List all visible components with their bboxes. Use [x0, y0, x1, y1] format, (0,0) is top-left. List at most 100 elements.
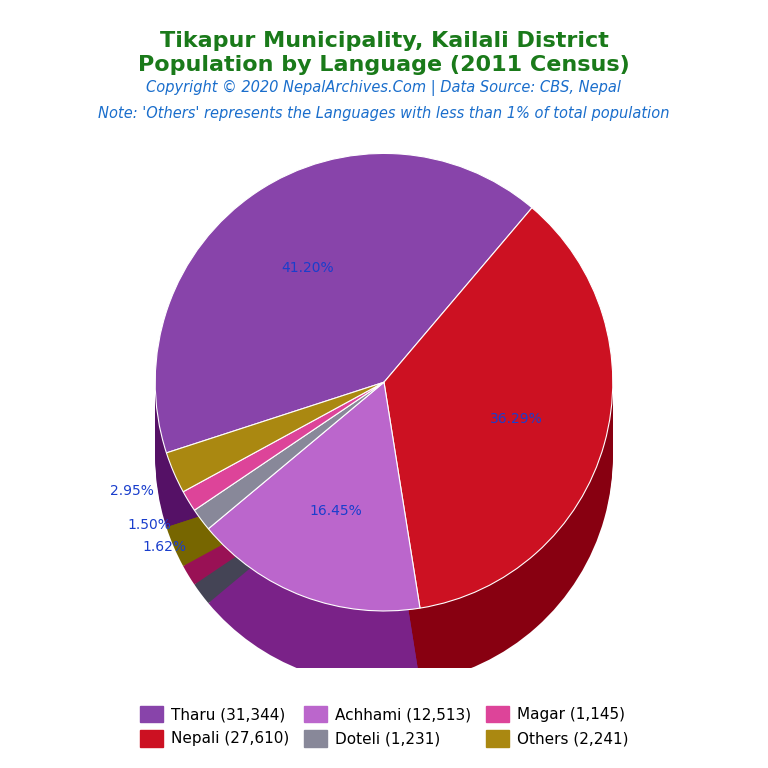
Wedge shape: [183, 394, 384, 522]
Wedge shape: [183, 442, 384, 570]
Wedge shape: [167, 409, 384, 518]
Wedge shape: [155, 216, 532, 515]
Wedge shape: [183, 400, 384, 528]
Wedge shape: [155, 189, 532, 488]
Wedge shape: [167, 397, 384, 507]
Wedge shape: [155, 198, 532, 498]
Wedge shape: [155, 222, 532, 521]
Wedge shape: [194, 430, 384, 576]
Wedge shape: [194, 415, 384, 561]
Wedge shape: [384, 267, 613, 667]
Wedge shape: [384, 243, 613, 644]
Wedge shape: [384, 223, 613, 623]
Text: Note: 'Others' represents the Languages with less than 1% of total population: Note: 'Others' represents the Languages …: [98, 106, 670, 121]
Wedge shape: [384, 258, 613, 659]
Wedge shape: [183, 439, 384, 567]
Wedge shape: [167, 391, 384, 501]
Wedge shape: [208, 430, 420, 658]
Wedge shape: [167, 456, 384, 566]
Wedge shape: [194, 397, 384, 544]
Wedge shape: [194, 386, 384, 531]
Wedge shape: [384, 226, 613, 626]
Wedge shape: [208, 415, 420, 644]
Wedge shape: [384, 234, 613, 635]
Wedge shape: [208, 454, 420, 682]
Wedge shape: [155, 154, 532, 453]
Wedge shape: [183, 403, 384, 531]
Wedge shape: [155, 184, 532, 482]
Wedge shape: [208, 403, 420, 632]
Wedge shape: [384, 247, 613, 647]
Wedge shape: [208, 445, 420, 674]
Wedge shape: [384, 208, 613, 608]
Wedge shape: [183, 409, 384, 537]
Wedge shape: [384, 273, 613, 674]
Wedge shape: [167, 415, 384, 525]
Wedge shape: [167, 418, 384, 528]
Wedge shape: [183, 386, 384, 513]
Wedge shape: [208, 400, 420, 629]
Wedge shape: [194, 442, 384, 588]
Wedge shape: [167, 442, 384, 551]
Wedge shape: [167, 445, 384, 554]
Wedge shape: [194, 412, 384, 558]
Wedge shape: [167, 412, 384, 521]
Wedge shape: [155, 162, 532, 462]
Wedge shape: [194, 388, 384, 535]
Wedge shape: [194, 421, 384, 568]
Wedge shape: [208, 427, 420, 656]
Wedge shape: [384, 217, 613, 617]
Wedge shape: [208, 435, 420, 664]
Wedge shape: [183, 451, 384, 578]
Wedge shape: [384, 214, 613, 614]
Wedge shape: [183, 430, 384, 558]
Wedge shape: [183, 391, 384, 519]
Wedge shape: [183, 397, 384, 525]
Text: 41.20%: 41.20%: [281, 261, 334, 275]
Wedge shape: [384, 282, 613, 683]
Wedge shape: [208, 388, 420, 617]
Wedge shape: [183, 421, 384, 549]
Wedge shape: [167, 451, 384, 560]
Wedge shape: [155, 174, 532, 474]
Wedge shape: [384, 240, 613, 641]
Wedge shape: [208, 409, 420, 637]
Wedge shape: [155, 186, 532, 485]
Wedge shape: [208, 439, 420, 667]
Wedge shape: [155, 180, 532, 480]
Wedge shape: [208, 406, 420, 635]
Wedge shape: [155, 228, 532, 528]
Wedge shape: [167, 454, 384, 563]
Wedge shape: [183, 415, 384, 543]
Wedge shape: [167, 435, 384, 545]
Wedge shape: [167, 403, 384, 512]
Wedge shape: [155, 168, 532, 468]
Wedge shape: [183, 435, 384, 564]
Wedge shape: [384, 210, 613, 611]
Wedge shape: [194, 418, 384, 564]
Wedge shape: [208, 412, 420, 641]
Wedge shape: [183, 432, 384, 561]
Wedge shape: [167, 432, 384, 542]
Wedge shape: [194, 427, 384, 574]
Wedge shape: [194, 391, 384, 538]
Wedge shape: [194, 406, 384, 552]
Wedge shape: [167, 386, 384, 495]
Wedge shape: [194, 445, 384, 591]
Wedge shape: [155, 195, 532, 495]
Text: 1.62%: 1.62%: [143, 540, 187, 554]
Wedge shape: [155, 160, 532, 458]
Wedge shape: [384, 220, 613, 620]
Wedge shape: [183, 424, 384, 552]
Wedge shape: [155, 157, 532, 456]
Wedge shape: [183, 456, 384, 584]
Wedge shape: [155, 219, 532, 518]
Wedge shape: [208, 448, 420, 677]
Wedge shape: [155, 201, 532, 501]
Legend: Tharu (31,344), Nepali (27,610), Achhami (12,513), Doteli (1,231), Magar (1,145): Tharu (31,344), Nepali (27,610), Achhami…: [134, 700, 634, 753]
Wedge shape: [384, 255, 613, 656]
Text: 2.95%: 2.95%: [110, 484, 154, 498]
Wedge shape: [384, 264, 613, 664]
Wedge shape: [167, 424, 384, 533]
Wedge shape: [208, 397, 420, 626]
